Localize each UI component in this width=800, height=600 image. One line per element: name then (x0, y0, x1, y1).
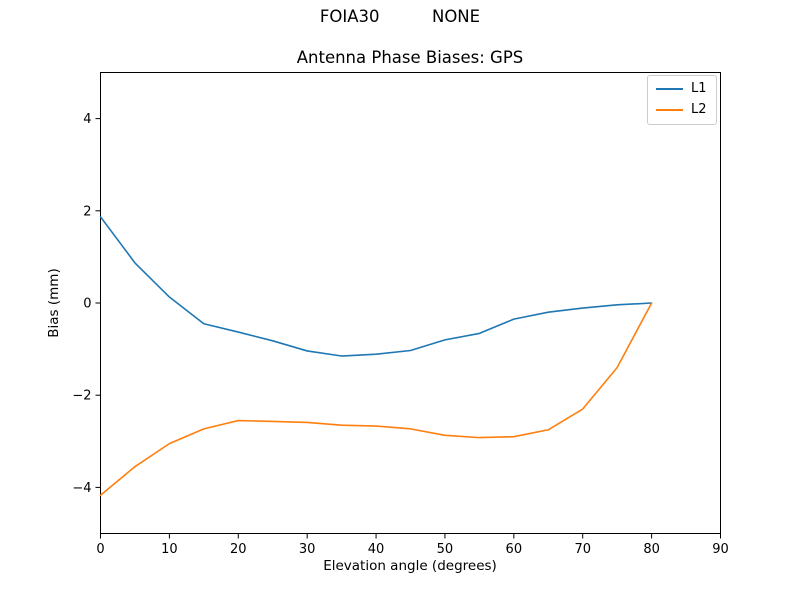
legend-line-swatch-l1 (656, 88, 683, 90)
axes-spines (100, 72, 721, 534)
series-line-L2 (99, 302, 653, 497)
y-tick-label: −2 (72, 389, 91, 404)
x-tick-label: 20 (230, 542, 247, 557)
x-axis-label: Elevation angle (degrees) (323, 558, 497, 574)
x-tick-label: 60 (506, 542, 523, 557)
figure-suptitle: FOIA30 NONE (319, 7, 481, 26)
y-tick-label: 0 (83, 297, 91, 312)
legend-entry-l1: L1 (656, 81, 707, 97)
legend-line-swatch-l2 (656, 109, 683, 111)
x-tick-label: 50 (437, 542, 454, 557)
x-tick-label: 40 (368, 542, 385, 557)
x-tick-label: 0 (96, 542, 104, 557)
x-tick-label: 90 (712, 542, 729, 557)
x-tick-label: 70 (574, 542, 591, 557)
x-tick-label: 80 (643, 542, 660, 557)
y-tick-label: −4 (72, 481, 91, 496)
series-line-L1 (99, 215, 653, 357)
y-axis-label: Bias (mm) (46, 268, 62, 338)
legend: L1 L2 (647, 75, 717, 125)
y-tick-label: 2 (83, 204, 91, 219)
legend-label-l1: L1 (691, 81, 707, 96)
y-tick-label: 4 (83, 112, 91, 127)
legend-label-l2: L2 (691, 102, 707, 117)
chart-title: Antenna Phase Biases: GPS (296, 48, 524, 67)
x-tick-label: 30 (299, 542, 316, 557)
x-tick-label: 10 (161, 542, 178, 557)
legend-entry-l2: L2 (656, 102, 707, 118)
